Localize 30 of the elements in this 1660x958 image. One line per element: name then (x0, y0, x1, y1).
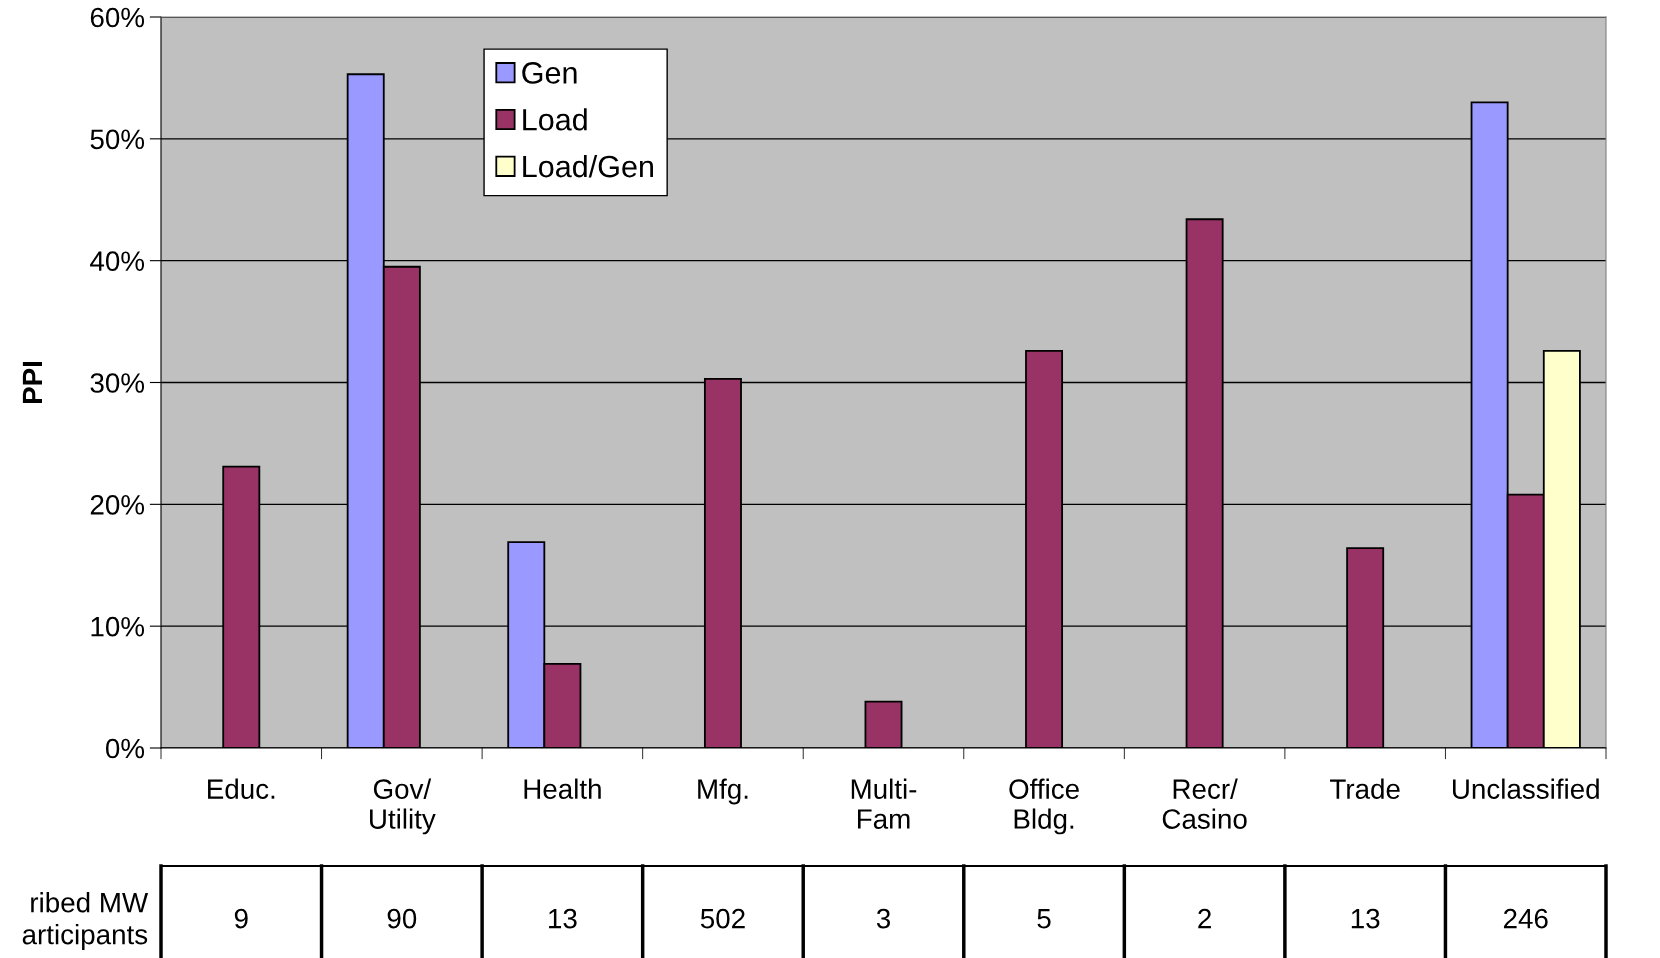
x-tick-label: Recr/ Casino (1162, 778, 1247, 829)
legend-label: Load/Gen (523, 154, 653, 178)
text: 2 (1198, 908, 1211, 929)
text: 246 (1503, 908, 1548, 929)
text: 502 (700, 908, 745, 929)
text: 9 (234, 908, 248, 929)
x-tick-label: Mfg. (698, 778, 748, 805)
x-tick-label: Office Bldg. (1009, 778, 1079, 835)
y-tick-label: 40% (90, 251, 145, 272)
y-tick-label: 10% (91, 616, 145, 637)
x-tick-label: Health (524, 778, 601, 799)
legend-label: Gen (522, 62, 577, 84)
x-tick-label: Gov/ Utility (370, 778, 436, 835)
y-axis-title: PPI (22, 361, 42, 404)
text: 90 (387, 908, 417, 929)
y-tick-label: 20% (90, 495, 145, 515)
y-tick-label: 0% (105, 738, 145, 759)
x-tick-label: Multi- Fam (851, 778, 917, 829)
legend-label: Load (523, 108, 587, 131)
text: 13 (549, 908, 577, 929)
text: ribed MW articipants (22, 892, 149, 950)
y-tick-label: 30% (90, 373, 145, 393)
x-tick-label: Educ. (208, 778, 275, 799)
y-tick-label: 60% (90, 7, 145, 28)
text: 13 (1351, 908, 1380, 929)
x-tick-label: Trade (1330, 778, 1400, 799)
x-tick-label: Unclassified (1452, 778, 1599, 799)
y-tick-label: 50% (90, 129, 145, 150)
text: 3 (876, 908, 890, 929)
text: 5 (1037, 909, 1051, 929)
